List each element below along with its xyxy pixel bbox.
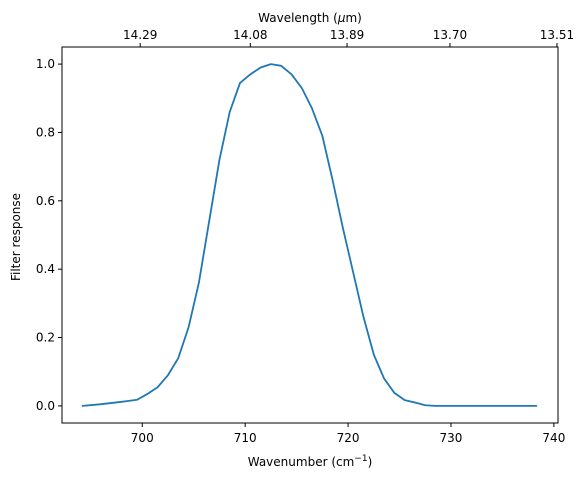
y-tick-label: 0.4 bbox=[36, 262, 55, 276]
top-x-tick-label: 13.89 bbox=[330, 28, 364, 42]
x-tick-label: 700 bbox=[131, 431, 154, 445]
y-tick-label: 1.0 bbox=[36, 57, 55, 71]
top-x-tick-label: 13.51 bbox=[540, 28, 574, 42]
x-tick-label: 710 bbox=[234, 431, 257, 445]
plot-frame bbox=[61, 46, 559, 424]
top-x-tick-label: 14.08 bbox=[233, 28, 267, 42]
y-axis-label: Filter response bbox=[9, 193, 23, 281]
y-tick-label: 0.2 bbox=[36, 331, 55, 345]
x-tick-label: 730 bbox=[440, 431, 463, 445]
x-tick-label: 720 bbox=[337, 431, 360, 445]
top-x-axis-label-mu: μ bbox=[337, 11, 346, 25]
top-x-tick-label: 14.29 bbox=[123, 28, 157, 42]
y-tick-label: 0.6 bbox=[36, 194, 55, 208]
y-tick-label: 0.8 bbox=[36, 125, 55, 139]
series-layer bbox=[81, 63, 538, 407]
x-axis-label-close: ) bbox=[368, 455, 373, 469]
ticks-layer: 700 710 720 730 740 14.29 14.08 13.89 13.70 13.51… bbox=[36, 28, 574, 445]
top-x-axis-label-main: Wavelength ( bbox=[258, 11, 338, 25]
y-tick-label: 0.0 bbox=[36, 399, 55, 413]
plot-area bbox=[62, 47, 558, 423]
top-x-tick-label: 13.70 bbox=[433, 28, 467, 42]
x-axis-label-exponent: −1 bbox=[354, 454, 367, 464]
x-tick-label: 740 bbox=[542, 431, 565, 445]
top-x-axis-label-unit: m) bbox=[345, 11, 361, 25]
series-line bbox=[81, 63, 538, 407]
top-x-axis-label: Wavelength (μm) bbox=[258, 11, 362, 25]
x-axis-label: Wavenumber (cm−1) bbox=[248, 454, 373, 469]
x-axis-label-main: Wavenumber (cm bbox=[248, 455, 355, 469]
